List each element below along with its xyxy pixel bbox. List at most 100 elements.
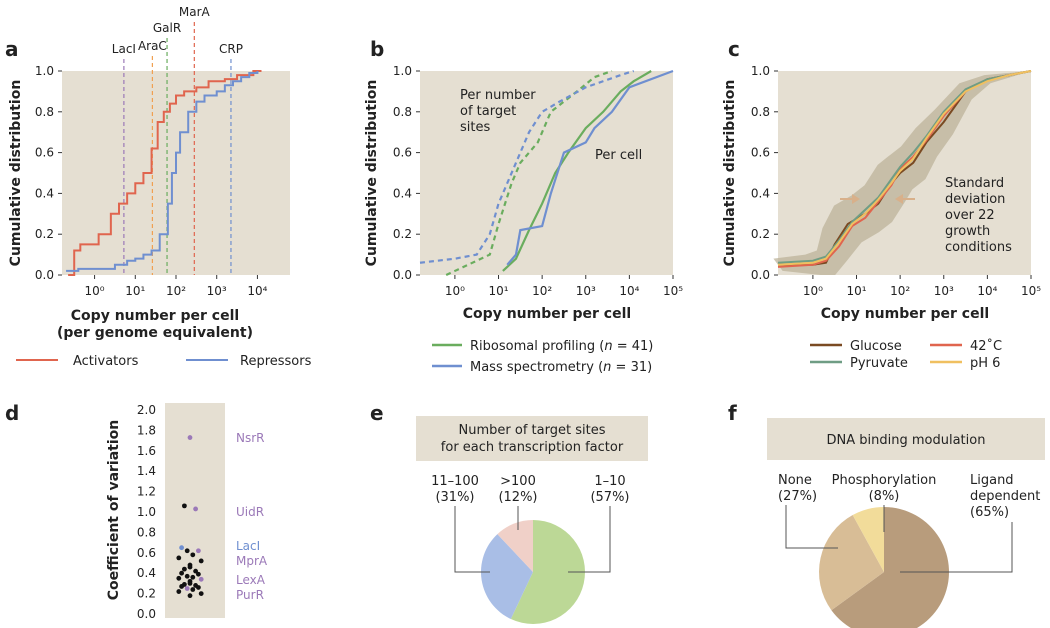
panel-b-x-ticks: 10⁰ 10¹ 10² 10³ 10⁴ 10⁵: [445, 275, 683, 298]
panel-c-ytick-label: 0.6: [751, 146, 770, 160]
panel-a-xtick-label: 10³: [207, 284, 227, 298]
panel-e-title-line-1: Number of target sites: [459, 423, 606, 438]
cv-point: [184, 573, 190, 579]
panel-d-ytick-label: 0.8: [137, 525, 156, 539]
panel-a-xtick-label: 10⁰: [85, 284, 105, 298]
pie-f-pct-none: (27%): [778, 489, 817, 504]
panel-b-ytick-label: 0.8: [393, 105, 412, 119]
pie-e-label-1-10: 1–10: [594, 474, 625, 489]
panel-a-xtick-label: 10⁴: [247, 284, 267, 298]
legend-ph6-label: pH 6: [970, 356, 1000, 371]
panel-a-y-axis-title: Cumulative distribution: [8, 80, 24, 267]
panel-d-ytick-label: 0.2: [137, 587, 156, 601]
panel-c-ytick-label: 1.0: [751, 64, 770, 78]
panel-a-ytick-label: 0.4: [35, 186, 54, 200]
panel-b-ytick-label: 0.4: [393, 186, 412, 200]
pie-e-slice-gt100: [497, 520, 533, 572]
panel-a-lines: [66, 70, 262, 276]
pie-e-leader-1-10: [568, 506, 611, 573]
series-activators: [68, 70, 262, 276]
panel-c-ytick-label: 0.8: [751, 105, 770, 119]
panel-b-annotation-per-cell: Per cell: [595, 148, 642, 163]
cv-point: [184, 586, 190, 591]
marker-label-crp: CRP: [219, 42, 243, 56]
panel-d-letter: d: [5, 401, 19, 425]
pie-e-pct-1-10: (57%): [590, 490, 629, 505]
series-mass-spec-per-cell: [506, 69, 674, 266]
legend-glucose-label: Glucose: [850, 339, 902, 354]
panel-c-annotation-2: deviation: [945, 192, 1005, 207]
cv-point: [187, 435, 193, 440]
panel-c-ytick-label: 0.2: [751, 227, 770, 241]
panel-a-xtick-label: 10²: [166, 284, 186, 298]
pie-f-pct-ligand: (65%): [970, 505, 1009, 520]
marker-label-laci: LacI: [112, 42, 136, 56]
panel-a-x-axis-title: Copy number per cell: [71, 308, 239, 324]
panel-c-arrows: [840, 194, 915, 204]
legend-ribosomal-label: Ribosomal profiling (n = 41): [470, 339, 653, 354]
series-repressors: [66, 71, 259, 272]
panel-a-ytick-label: 0.6: [35, 146, 54, 160]
panel-b-xtick-label: 10²: [532, 284, 552, 298]
series-ph6: [777, 70, 1032, 266]
panel-c-xtick-label: 10³: [934, 284, 954, 298]
panel-c-xtick-label: 10²: [890, 284, 910, 298]
panel-d-points: [176, 435, 204, 599]
panel-a-x-ticks: 10⁰ 10¹ 10² 10³ 10⁴: [85, 275, 268, 298]
panel-b-letter: b: [370, 37, 384, 61]
cv-point: [176, 575, 182, 581]
pie-e-pct-11-100: (31%): [435, 490, 474, 505]
panel-b: b 0.00.20.40.60.81.0 10⁰ 10¹ 10² 10³ 10⁴ 10⁵ …: [364, 37, 683, 375]
panel-e-pie: [481, 520, 585, 624]
panel-d-ytick-label: 0.0: [137, 607, 156, 621]
pie-f-leader-none: [785, 505, 838, 549]
panel-d-ytick-label: 0.4: [137, 566, 156, 580]
cv-point: [198, 558, 204, 564]
panel-f-letter: f: [728, 401, 737, 425]
panel-a-y-ticks: 0.0 0.2 0.4 0.6 0.8 1.0: [35, 64, 62, 282]
panel-c-y-ticks: 0.0 0.2 0.4 0.6 0.8 1.0: [751, 64, 778, 282]
panel-d-y-ticks: 0.0 0.2 0.4 0.6 0.8 1.0 1.2 1.4 1.6 1.8 2.0: [137, 403, 156, 621]
panel-f-title: DNA binding modulation: [827, 433, 986, 448]
pie-e-leader-11-100: [454, 506, 490, 573]
pie-f-label-none: None: [778, 473, 812, 488]
panel-b-ytick-label: 0.2: [393, 227, 412, 241]
panel-b-plot-bg: [420, 71, 673, 275]
pie-f-slice-phospho: [852, 507, 884, 572]
panel-c-xtick-label: 10⁰: [803, 284, 823, 298]
cv-point: [179, 570, 185, 576]
cv-point: [190, 552, 196, 558]
panel-e-title-line-2: for each transcription factor: [441, 440, 624, 455]
panel-f-pie: [819, 507, 949, 628]
panel-c-annotation-3: over 22: [945, 208, 995, 223]
panel-d-ytick-label: 1.0: [137, 505, 156, 519]
panel-c-xtick-label: 10⁵: [1021, 284, 1041, 298]
panel-b-annotation-line-1: Per number: [460, 88, 536, 103]
cv-point: [190, 574, 196, 580]
panel-a-letter: a: [5, 37, 19, 61]
cv-point: [176, 589, 182, 594]
panel-b-annotation-line-2: of target: [460, 104, 516, 119]
panel-c-ytick-label: 0.4: [751, 186, 770, 200]
panel-c-annotation-1: Standard: [945, 176, 1004, 191]
cv-point: [193, 506, 199, 512]
label-nsrr: NsrR: [236, 431, 265, 445]
pie-f-label-ligand: Ligand: [970, 473, 1014, 488]
legend-42c-label: 42˚C: [970, 338, 1002, 354]
panel-d-ytick-label: 2.0: [137, 403, 156, 417]
panel-d: d 0.0 0.2 0.4 0.6 0.8 1.0 1.2 1.4 1.6 1.8 2.0 Coef…: [5, 401, 268, 621]
series-ribosomal-per-cell: [502, 70, 652, 272]
panel-a-markers: LacI AraC GalR MarA CRP: [112, 5, 243, 275]
panel-b-xtick-label: 10⁰: [445, 284, 465, 298]
legend-mass-spec-label: Mass spectrometry (n = 31): [470, 360, 652, 375]
panel-b-xtick-label: 10⁴: [619, 284, 639, 298]
panel-c-ytick-label: 0.0: [751, 268, 770, 282]
cv-point: [198, 591, 204, 596]
cv-point: [196, 548, 201, 554]
pie-e-slice-1-10: [510, 520, 585, 624]
cv-point: [179, 545, 185, 551]
panel-b-xtick-label: 10⁵: [663, 284, 683, 298]
label-purr: PurR: [236, 588, 264, 602]
panel-f: f DNA binding modulation None (27%) Phos…: [728, 401, 1045, 628]
